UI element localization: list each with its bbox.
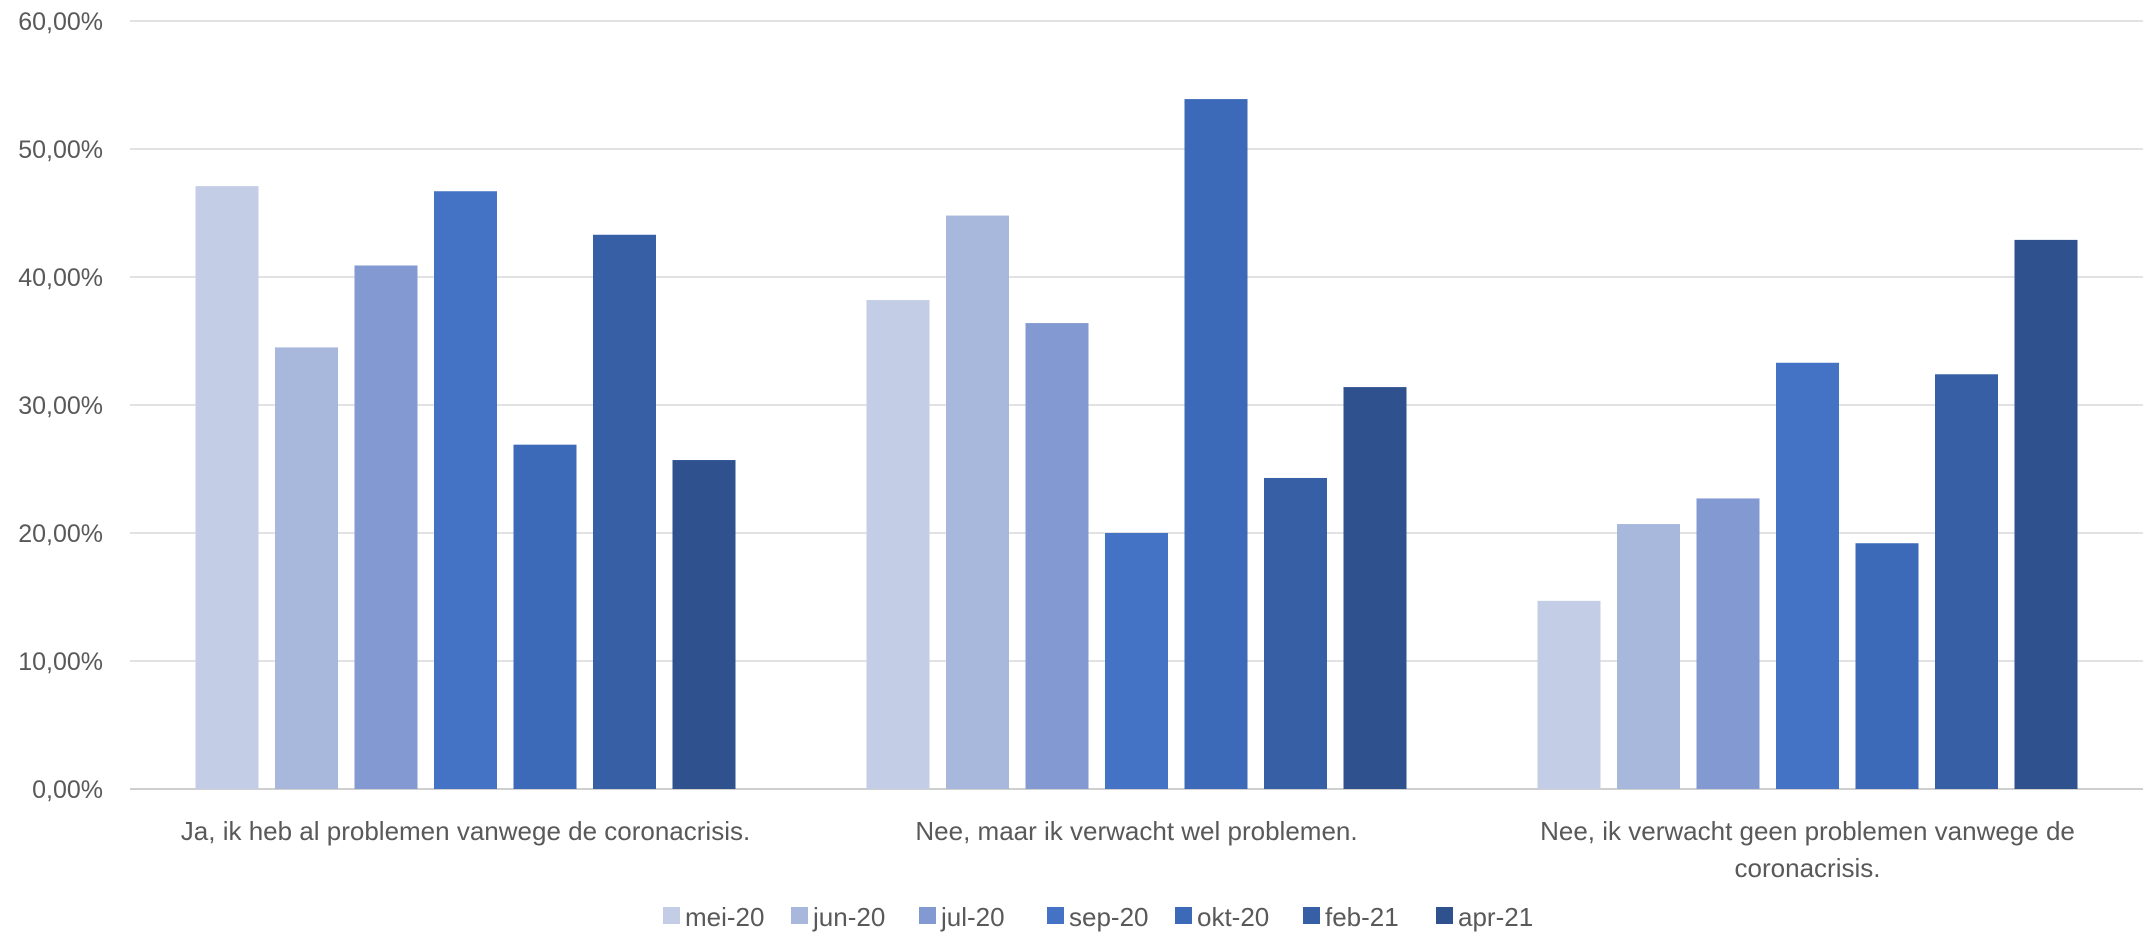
legend-item-mei-20: mei-20 [663, 902, 764, 932]
legend-label: apr-21 [1458, 902, 1533, 932]
legend-item-jul-20: jul-20 [919, 902, 1005, 932]
x-category-label: Nee, maar ik verwacht wel problemen. [915, 816, 1357, 846]
legend-swatch [1047, 907, 1064, 924]
legend-swatch [919, 907, 936, 924]
y-tick-label: 20,00% [18, 520, 103, 548]
bar-sep-20-cat2 [1776, 362, 1839, 789]
legend-label: jul-20 [940, 902, 1005, 932]
bar-apr-21-cat1 [1343, 387, 1407, 789]
y-tick-label: 0,00% [32, 776, 103, 804]
legend-item-sep-20: sep-20 [1047, 902, 1149, 932]
legend-label: feb-21 [1325, 902, 1399, 932]
bar-jun-20-cat0 [275, 347, 338, 789]
legend-swatch [791, 907, 808, 924]
bar-jul-20-cat1 [1025, 323, 1089, 789]
bar-mei-20-cat1 [866, 300, 930, 789]
legend-swatch [1303, 907, 1320, 924]
legend: mei-20 jun-20 jul-20 sep-20 okt-20 feb-21 apr-… [663, 902, 1533, 932]
x-category-label: Ja, ik heb al problemen vanwege de coron… [181, 816, 750, 846]
legend-swatch [1175, 907, 1192, 924]
bar-mei-20-cat0 [195, 186, 259, 789]
bars [195, 99, 2078, 790]
legend-swatch [1436, 907, 1453, 924]
legend-item-apr-21: apr-21 [1436, 902, 1533, 932]
legend-item-okt-20: okt-20 [1175, 902, 1269, 932]
legend-swatch [663, 907, 680, 924]
bar-sep-20-cat1 [1105, 533, 1168, 789]
bar-mei-20-cat2 [1537, 600, 1601, 789]
legend-item-feb-21: feb-21 [1303, 902, 1399, 932]
y-tick-label: 50,00% [18, 136, 103, 164]
bar-jun-20-cat1 [946, 215, 1009, 789]
bar-okt-20-cat2 [1855, 543, 1919, 789]
y-tick-label: 30,00% [18, 392, 103, 420]
x-category-label: coronacrisis. [1735, 853, 1881, 883]
bar-feb-21-cat0 [593, 234, 656, 789]
legend-label: sep-20 [1069, 902, 1149, 932]
bar-okt-20-cat1 [1184, 99, 1248, 789]
legend-item-jun-20: jun-20 [791, 902, 885, 932]
bar-jul-20-cat2 [1696, 498, 1760, 789]
bar-jun-20-cat2 [1617, 524, 1680, 789]
bar-apr-21-cat0 [672, 460, 736, 789]
y-tick-label: 40,00% [18, 264, 103, 292]
axes: 0,00% 10,00% 20,00% 30,00% 40,00% 50,00% 60,00… [18, 8, 2075, 883]
y-tick-label: 10,00% [18, 648, 103, 676]
legend-label: okt-20 [1197, 902, 1269, 932]
legend-label: mei-20 [685, 902, 764, 932]
bar-okt-20-cat0 [513, 444, 577, 789]
bar-jul-20-cat0 [354, 265, 418, 790]
bar-sep-20-cat0 [434, 191, 497, 790]
bar-apr-21-cat2 [2014, 239, 2078, 789]
bar-feb-21-cat1 [1264, 477, 1327, 789]
y-tick-label: 60,00% [18, 8, 103, 36]
x-category-label: Nee, ik verwacht geen problemen vanwege … [1540, 816, 2075, 846]
bar-feb-21-cat2 [1935, 374, 1998, 789]
legend-label: jun-20 [812, 902, 885, 932]
